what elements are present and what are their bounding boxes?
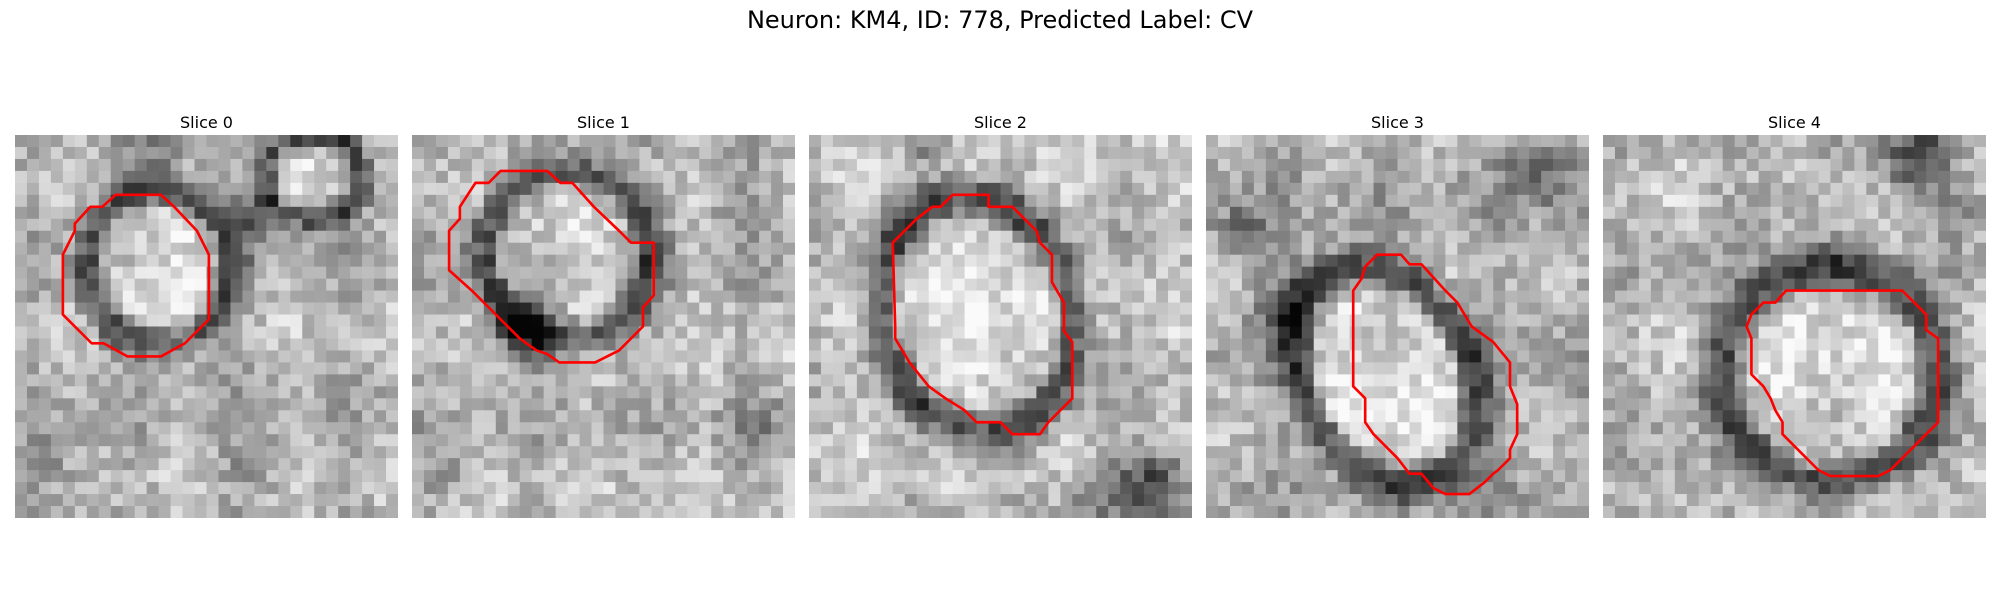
- slice-image: [1603, 135, 1986, 518]
- slice-panel-1: Slice 1: [412, 111, 795, 518]
- segmentation-contour: [61, 193, 211, 358]
- slice-title: Slice 1: [577, 113, 630, 132]
- segmentation-contour: [447, 169, 656, 364]
- slice-panel-3: Slice 3: [1206, 111, 1589, 518]
- slice-title: Slice 0: [180, 113, 233, 132]
- slice-title: Slice 3: [1371, 113, 1424, 132]
- segmentation-contour: [1745, 289, 1940, 478]
- pixel-grid: [1603, 135, 1986, 518]
- slice-title: Slice 2: [974, 113, 1027, 132]
- pixel-grid: [412, 135, 795, 518]
- pixel-grid: [15, 135, 398, 518]
- figure-title: Neuron: KM4, ID: 778, Predicted Label: C…: [746, 6, 1254, 34]
- slice-image: [809, 135, 1192, 518]
- pixel-grid: [809, 135, 1192, 518]
- pixel-grid: [1206, 135, 1589, 518]
- slice-panel-0: Slice 0: [15, 111, 398, 518]
- slice-title: Slice 4: [1768, 113, 1821, 132]
- slice-image: [1206, 135, 1589, 518]
- slice-panel-2: Slice 2: [809, 111, 1192, 518]
- slice-image: [15, 135, 398, 518]
- slice-panel-4: Slice 4: [1603, 111, 1986, 518]
- slice-image: [412, 135, 795, 518]
- segmentation-contour: [1351, 253, 1519, 496]
- segmentation-contour: [891, 193, 1074, 436]
